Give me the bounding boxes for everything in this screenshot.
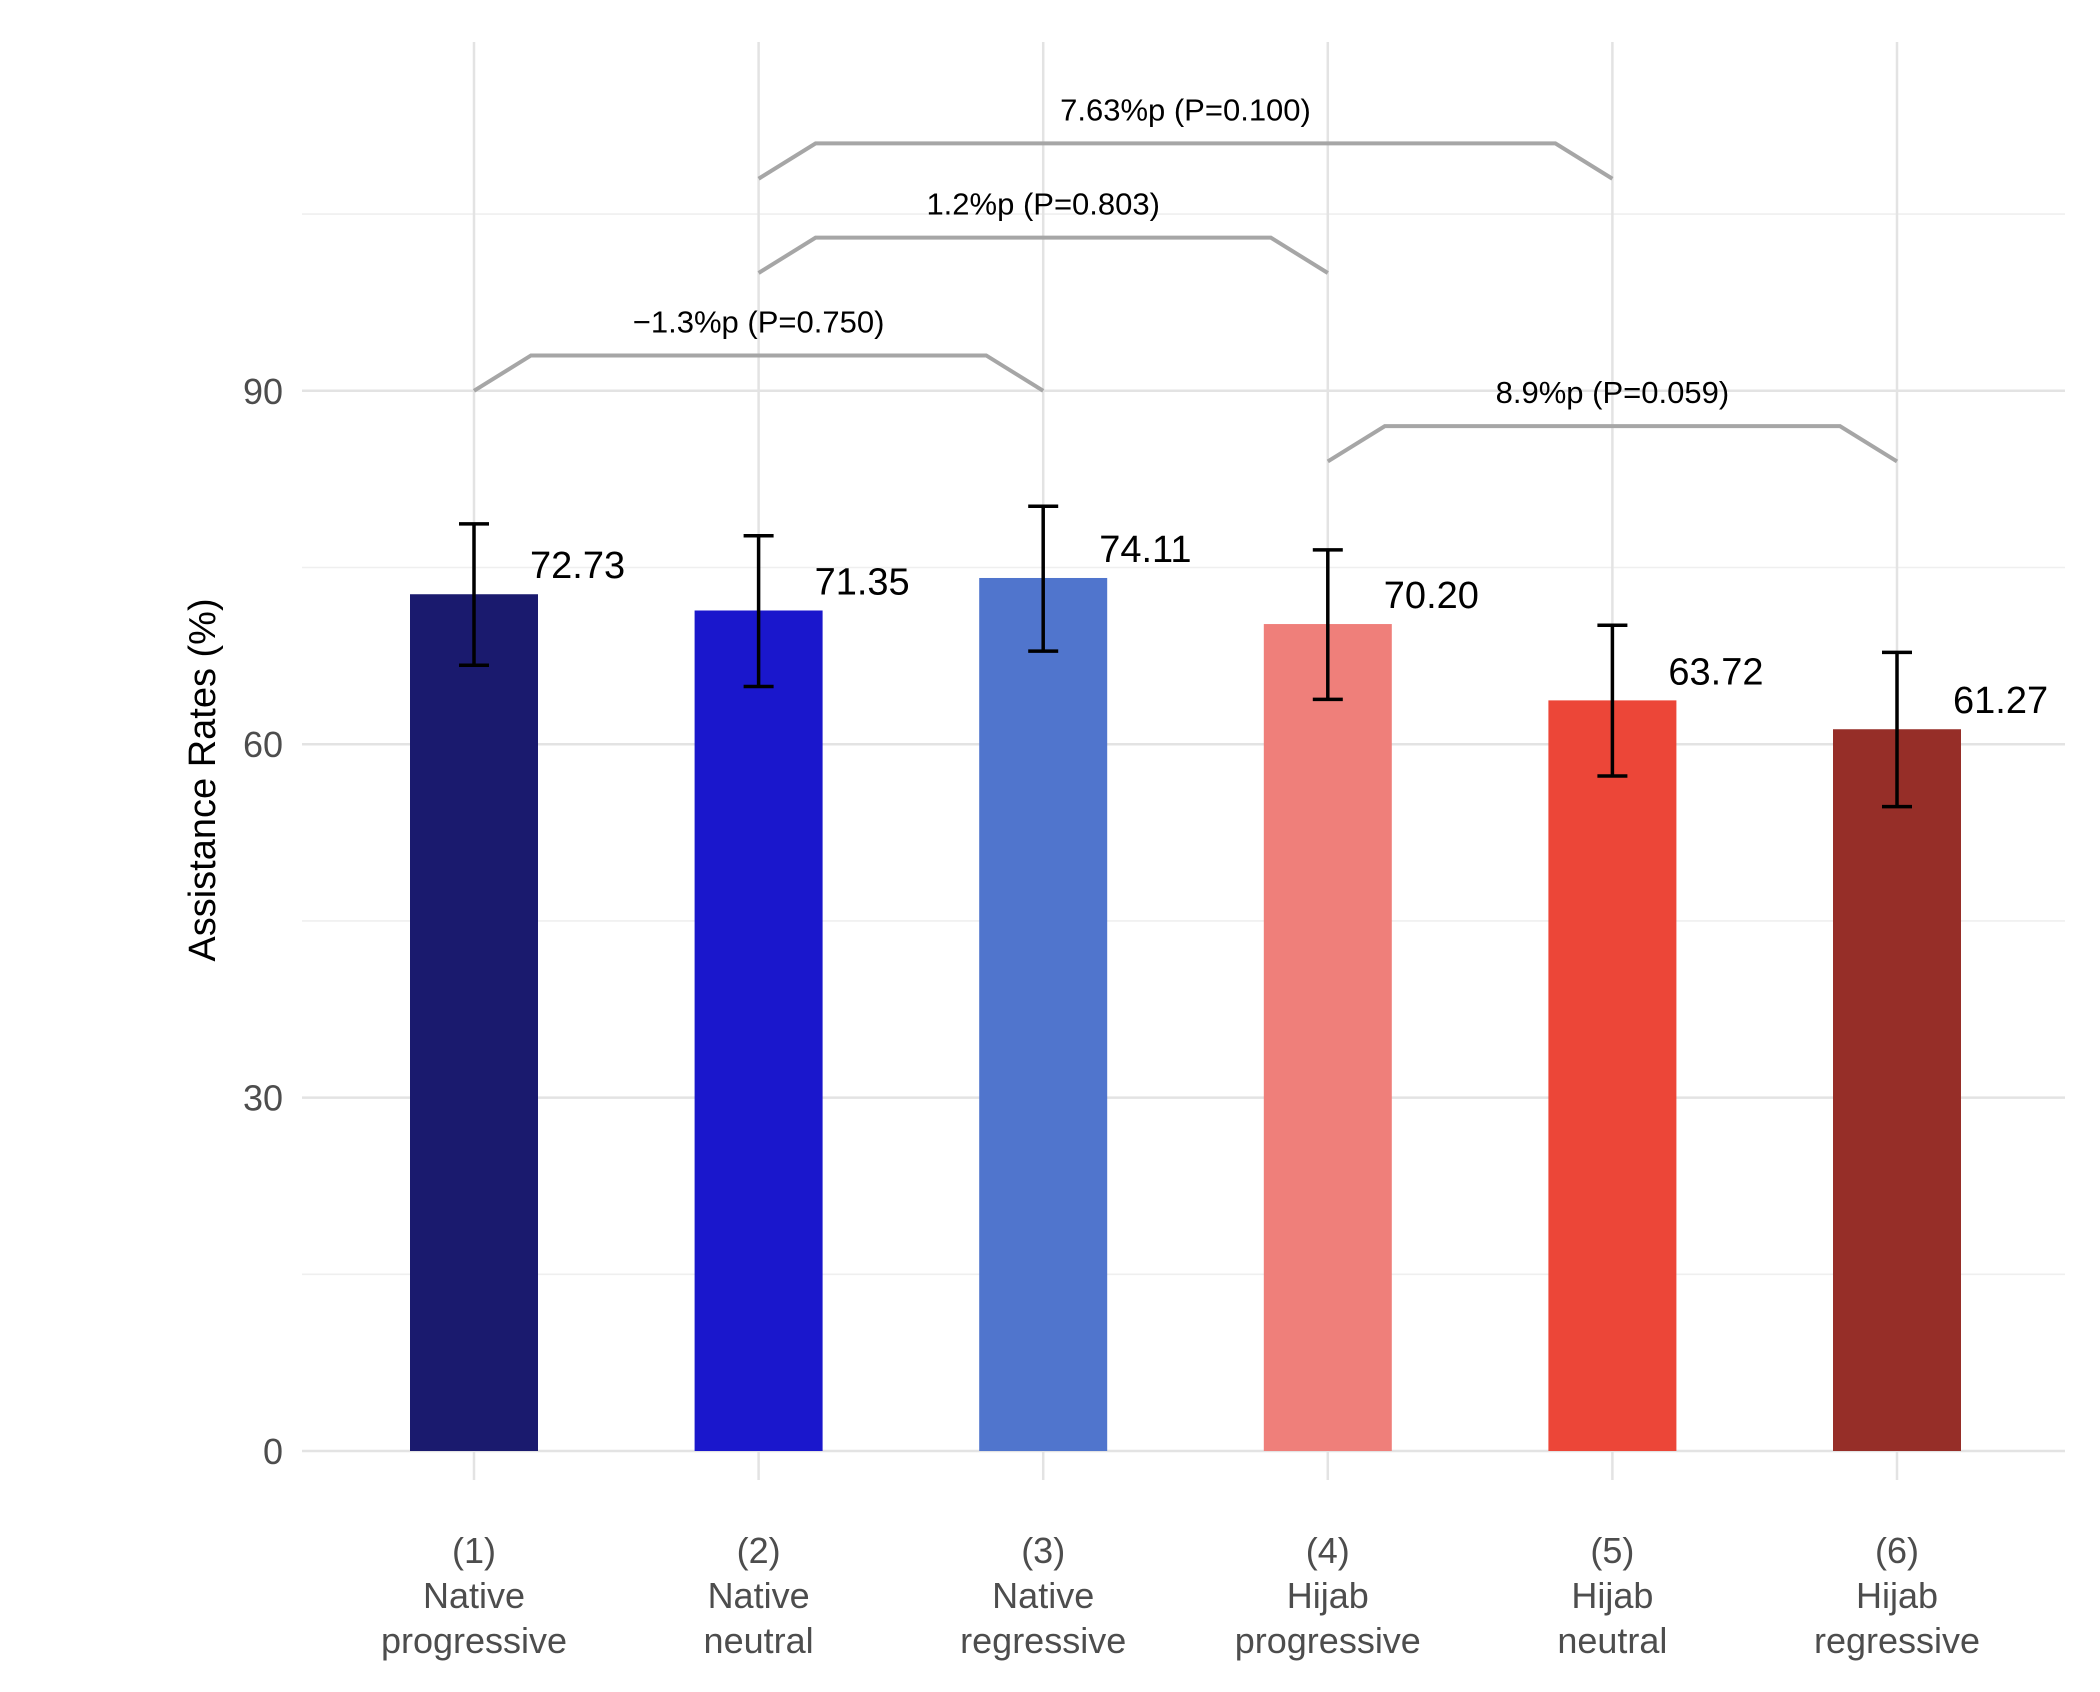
- x-tick-label-line: progressive: [381, 1620, 567, 1661]
- x-tick-label-line: neutral: [704, 1620, 814, 1661]
- y-tick-label: 90: [243, 371, 283, 412]
- x-tick-label-line: Native: [992, 1575, 1094, 1616]
- bracket-line: [1326, 424, 1899, 464]
- bracket-label: 7.63%p (P=0.100): [1060, 92, 1311, 127]
- bracket-label: 1.2%p (P=0.803): [926, 187, 1160, 222]
- value-labels: 72.73 71.35 74.11 70.20 63.72 61.27: [530, 529, 2048, 722]
- error-bar: [743, 533, 774, 689]
- x-tick-label-line: neutral: [1557, 1620, 1667, 1661]
- bar: [410, 594, 538, 1451]
- bar: [1263, 624, 1392, 1451]
- x-tick-label-line: Hijab: [1571, 1575, 1653, 1616]
- value-label: 72.73: [530, 545, 625, 587]
- bar: [1833, 729, 1961, 1451]
- comparison-bracket: 1.2%p (P=0.803): [757, 187, 1329, 275]
- y-tick-label: 60: [243, 724, 283, 765]
- error-bar: [1312, 548, 1343, 702]
- x-tick-label-line: (3): [1021, 1530, 1065, 1571]
- x-tick-label-line: Native: [423, 1575, 525, 1616]
- error-bars: [459, 504, 1912, 809]
- comparison-bracket: −1.3%p (P=0.750): [472, 304, 1045, 393]
- error-bar: [1597, 623, 1628, 778]
- bar: [1548, 700, 1677, 1451]
- y-tick-label: 30: [243, 1078, 283, 1119]
- bar: [694, 610, 823, 1451]
- bracket-label: 8.9%p (P=0.059): [1496, 375, 1730, 410]
- y-tick-label: 0: [263, 1431, 283, 1472]
- x-tick-label-line: (2): [737, 1530, 781, 1571]
- comparison-bracket: 8.9%p (P=0.059): [1326, 375, 1899, 464]
- bracket-line: [472, 353, 1045, 393]
- comparison-brackets: −1.3%p (P=0.750) 1.2%p (P=0.803) 7.63%p (P…: [472, 92, 1899, 464]
- value-label: 71.35: [815, 561, 910, 603]
- x-tick-label-line: regressive: [1814, 1620, 1980, 1661]
- value-label: 70.20: [1384, 575, 1479, 617]
- bars: [410, 577, 1961, 1451]
- x-tick-label-line: (6): [1875, 1530, 1919, 1571]
- x-tick-label-line: regressive: [960, 1620, 1126, 1661]
- error-bar: [459, 522, 489, 668]
- value-label: 63.72: [1668, 651, 1763, 693]
- x-tick-label-line: progressive: [1235, 1620, 1421, 1661]
- x-tick-label-line: (1): [452, 1530, 496, 1571]
- value-label: 74.11: [1099, 529, 1191, 571]
- bar: [979, 577, 1108, 1451]
- x-tick-label-line: (5): [1590, 1530, 1634, 1571]
- x-tick-label-line: Hijab: [1287, 1575, 1369, 1616]
- bracket-line: [757, 141, 1614, 181]
- value-label: 61.27: [1953, 680, 2048, 722]
- comparison-bracket: 7.63%p (P=0.100): [757, 92, 1614, 181]
- error-bar: [1028, 504, 1059, 653]
- grid: [302, 42, 2065, 1480]
- x-tick-label-line: (4): [1306, 1530, 1350, 1571]
- y-axis-title: Assistance Rates (%): [182, 598, 224, 961]
- bracket-line: [757, 235, 1329, 275]
- error-bar: [1882, 650, 1912, 809]
- axis-ticks: 0306090(1)Nativeprogressive(2)Nativeneut…: [243, 371, 1980, 1661]
- x-tick-label-line: Hijab: [1856, 1575, 1938, 1616]
- x-tick-label-line: Native: [708, 1575, 810, 1616]
- bracket-label: −1.3%p (P=0.750): [633, 304, 885, 339]
